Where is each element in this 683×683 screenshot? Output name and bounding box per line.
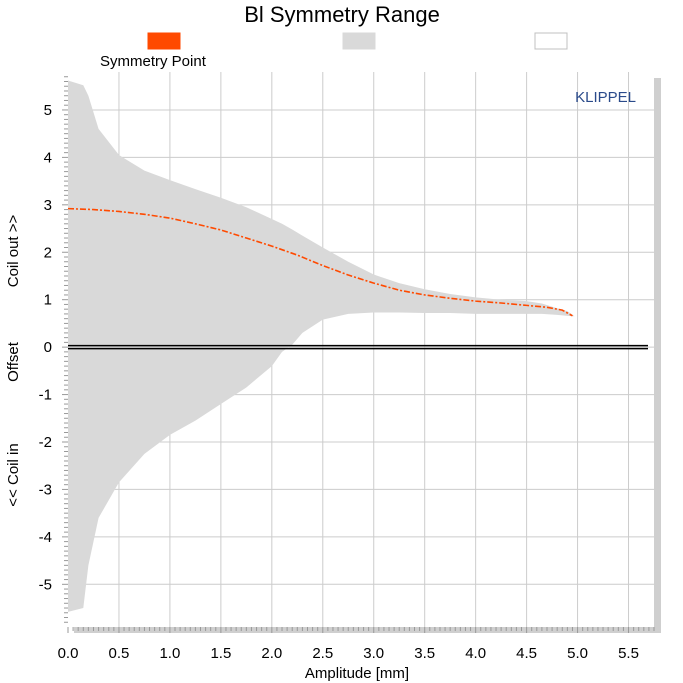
x-tick-labels: 0.0 0.5 1.0 1.5 2.0 2.5 3.0 3.5 4.0 4.5 5.0 5.5 bbox=[58, 645, 639, 662]
x-tick-label-2: 1.0 bbox=[159, 645, 180, 662]
y-tick-label-10: -5 bbox=[39, 576, 52, 593]
y-tick-label-5: 0 bbox=[44, 339, 52, 356]
y-axis-title-offset: Offset bbox=[5, 341, 22, 382]
x-tick-label-6: 3.0 bbox=[363, 645, 384, 662]
y-tick-labels: 5 4 3 2 1 0 -1 -2 -3 -4 -5 bbox=[39, 102, 52, 593]
y-tick-label-9: -4 bbox=[39, 529, 52, 546]
x-tick-label-3: 1.5 bbox=[210, 645, 231, 662]
x-tick-label-7: 3.5 bbox=[414, 645, 435, 662]
y-tick-label-4: 1 bbox=[44, 292, 52, 309]
klippel-watermark: KLIPPEL bbox=[575, 89, 636, 106]
axis-ticks bbox=[62, 76, 655, 633]
x-tick-label-5: 2.5 bbox=[312, 645, 333, 662]
y-tick-label-6: -1 bbox=[39, 387, 52, 404]
x-tick-label-1: 0.5 bbox=[109, 645, 130, 662]
y-tick-label-8: -3 bbox=[39, 481, 52, 498]
x-tick-label-0: 0.0 bbox=[58, 645, 79, 662]
grid bbox=[68, 72, 654, 627]
chart-title: Bl Symmetry Range bbox=[244, 2, 440, 27]
y-tick-label-3: 2 bbox=[44, 244, 52, 261]
y-axis-title-coil-in: << Coil in bbox=[5, 443, 22, 506]
legend-label-1: Symmetry Point bbox=[100, 53, 207, 70]
symmetry-range-band bbox=[68, 80, 575, 612]
legend-swatch-3 bbox=[534, 32, 568, 50]
legend-swatch-2 bbox=[342, 32, 376, 50]
x-axis-title: Amplitude [mm] bbox=[305, 665, 409, 682]
y-tick-label-0: 5 bbox=[44, 102, 52, 119]
x-tick-label-9: 4.5 bbox=[516, 645, 537, 662]
x-tick-label-10: 5.0 bbox=[567, 645, 588, 662]
y-tick-label-7: -2 bbox=[39, 434, 52, 451]
x-tick-label-8: 4.0 bbox=[465, 645, 486, 662]
y-tick-label-2: 3 bbox=[44, 197, 52, 214]
legend-swatch-1 bbox=[147, 32, 181, 50]
x-tick-label-4: 2.0 bbox=[261, 645, 282, 662]
legend: Symmetry Point bbox=[100, 32, 568, 70]
y-tick-label-1: 4 bbox=[44, 149, 52, 166]
y-axis-title-coil-out: Coil out >> bbox=[5, 214, 22, 287]
x-tick-label-11: 5.5 bbox=[618, 645, 639, 662]
symmetry-point-line bbox=[67, 207, 573, 317]
